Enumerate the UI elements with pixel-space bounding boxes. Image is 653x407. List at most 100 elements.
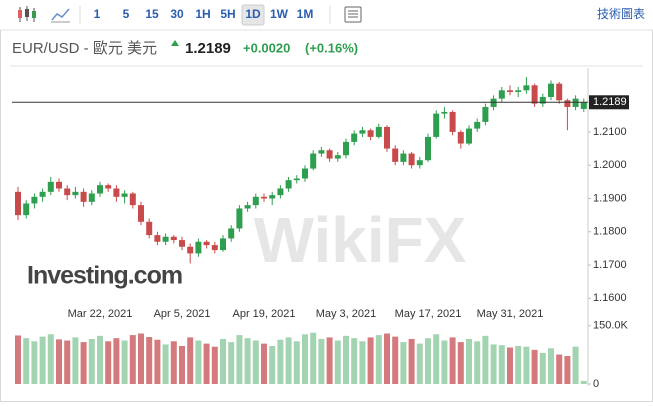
- candle-body: [105, 185, 112, 189]
- x-tick-label: Apr 19, 2021: [233, 308, 296, 320]
- volume-bar: [39, 336, 46, 384]
- candle-body: [72, 191, 79, 196]
- volume-bar: [105, 341, 112, 384]
- candle-body: [441, 111, 448, 114]
- candle-body: [367, 130, 374, 137]
- volume-bar: [64, 340, 71, 384]
- volume-bar: [236, 335, 243, 384]
- candle-body: [556, 83, 563, 101]
- volume-bar: [23, 338, 30, 384]
- candle-body: [425, 136, 431, 161]
- interval-selected: [241, 4, 265, 26]
- volume-bar: [31, 341, 38, 384]
- candle-body: [64, 188, 71, 196]
- line-icon[interactable]: [51, 8, 70, 23]
- volume-bar: [531, 349, 538, 384]
- change-percent: (+0.16%): [305, 40, 358, 55]
- volume-bar: [244, 338, 251, 384]
- volume-bar: [326, 337, 333, 384]
- candle-body: [433, 113, 440, 137]
- candle-body: [47, 181, 54, 192]
- candle-body: [23, 203, 30, 216]
- volume-bar: [277, 339, 284, 384]
- volume-bar: [359, 341, 366, 384]
- candle-body: [203, 241, 210, 246]
- volume-tick-label: 0: [593, 378, 599, 390]
- candle-body: [15, 191, 21, 216]
- volume-bar: [179, 345, 185, 384]
- candle-body: [466, 128, 472, 144]
- candle-body: [539, 96, 546, 104]
- candle-body: [195, 241, 202, 254]
- volume-bar: [490, 344, 497, 384]
- candle-body: [375, 126, 382, 137]
- candle-body: [129, 193, 136, 206]
- volume-bar: [146, 337, 153, 384]
- interval-button[interactable]: 1W: [270, 7, 289, 21]
- volume-bar: [293, 341, 300, 384]
- y-tick-label: 1.1700: [593, 259, 627, 271]
- volume-bar: [416, 343, 423, 384]
- candle-body: [39, 191, 46, 197]
- candle-body: [318, 150, 325, 154]
- volume-bar: [129, 335, 136, 384]
- volume-bar: [220, 338, 226, 384]
- logo: Investing.com: [27, 262, 182, 290]
- interval-button[interactable]: 30: [170, 7, 184, 21]
- volume-bar: [515, 345, 522, 384]
- volume-bar: [261, 343, 267, 384]
- volume-tick-label: 150.0K: [593, 320, 629, 332]
- candles-icon[interactable]: [18, 6, 36, 22]
- interval-button[interactable]: 1H: [195, 7, 210, 21]
- volume-bar: [408, 338, 415, 384]
- x-tick-label: Mar 22, 2021: [68, 308, 133, 320]
- candle-body: [457, 131, 464, 144]
- x-tick-label: May 31, 2021: [477, 308, 544, 320]
- candle-body: [351, 133, 358, 142]
- interval-button[interactable]: 1M: [297, 7, 314, 21]
- volume-bar: [154, 339, 161, 384]
- y-tick-label: 1.2100: [593, 126, 627, 138]
- candle-body: [507, 90, 513, 92]
- interval-button[interactable]: 15: [145, 7, 159, 21]
- volume-bar: [113, 338, 120, 384]
- candle-body: [416, 160, 423, 166]
- candle-body: [269, 195, 276, 199]
- candle-body: [531, 85, 538, 104]
- candle-body: [408, 153, 415, 166]
- volume-bar: [441, 340, 448, 384]
- interval-button[interactable]: 1D: [245, 7, 261, 21]
- candle-body: [80, 191, 87, 202]
- volume-bar: [392, 336, 399, 384]
- volume-bar: [80, 342, 87, 384]
- candle-body: [88, 193, 95, 202]
- y-tick-label: 1.1900: [593, 192, 627, 204]
- interval-button[interactable]: 5H: [220, 7, 235, 21]
- table-icon[interactable]: [344, 6, 362, 23]
- candle-body: [154, 235, 161, 242]
- volume-bar: [498, 345, 505, 384]
- candle-body: [474, 121, 481, 129]
- volume-bar: [47, 334, 54, 384]
- volume-bar: [302, 334, 308, 384]
- candle-body: [31, 196, 38, 204]
- candle-body: [211, 245, 218, 251]
- candle-body: [56, 181, 62, 189]
- interval-button[interactable]: 1: [94, 7, 101, 21]
- interval-button[interactable]: 5: [123, 7, 130, 21]
- candle-body: [564, 100, 571, 107]
- volume-bar: [252, 340, 259, 384]
- candle-body: [515, 90, 522, 92]
- volume-bar: [507, 347, 513, 384]
- volume-bar: [343, 335, 349, 384]
- volume-bar: [97, 335, 103, 384]
- candle-body: [220, 238, 226, 251]
- y-tick-label: 1.1800: [593, 226, 627, 238]
- candle-body: [170, 236, 177, 241]
- candle-body: [392, 148, 399, 162]
- volume-bar: [539, 352, 546, 384]
- candle-body: [580, 102, 587, 109]
- volume-bar: [580, 380, 587, 384]
- technical-chart-link[interactable]: 技術圖表: [597, 7, 645, 21]
